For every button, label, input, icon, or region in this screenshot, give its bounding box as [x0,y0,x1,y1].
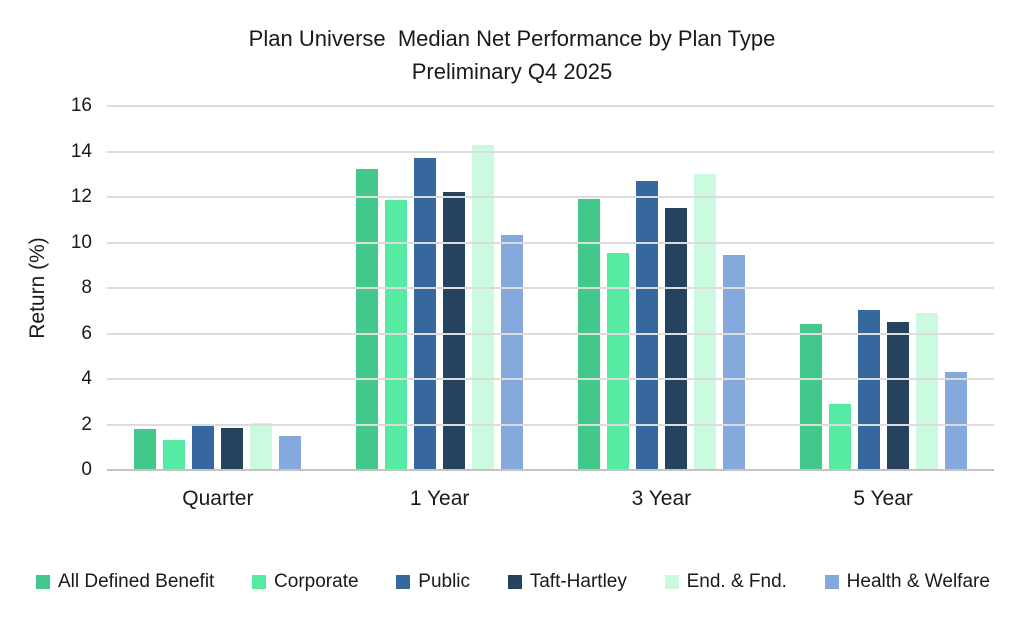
bar-public-5-year [857,309,880,470]
legend-swatch-taft-hartley [507,575,522,589]
gridline [107,423,994,426]
bar-all-defined-benefit-quarter [134,429,157,470]
gridline [107,196,994,198]
bar-end-fnd-1-year [472,144,495,470]
gridline [107,105,994,107]
bar-all-defined-benefit-5-year [799,324,822,470]
bar-group-quarter [107,106,329,470]
gridline [107,332,994,335]
bar-end-fnd-5-year [915,313,938,470]
bar-taft-hartley-1-year [443,192,466,470]
legend-label: Corporate [274,571,359,592]
plot-area [107,105,994,471]
bar-group-5-year [772,106,994,470]
legend-item-taft-hartley: Taft-Hartley [507,571,627,593]
legend-label: Health & Welfare [846,571,990,592]
bar-taft-hartley-3-year [664,208,687,470]
y-tick-label: 14 [70,140,92,162]
legend-item-end-fnd: End. & Fnd. [664,571,787,593]
legend-label: Taft-Hartley [529,571,627,592]
gridline [107,150,994,153]
legend-item-health-welfare: Health & Welfare [824,571,990,593]
x-axis-labels: Quarter 1 Year 3 Year 5 Year [107,487,994,511]
x-axis-label-3-year: 3 Year [631,487,692,510]
y-tick-label: 4 [81,368,92,389]
y-tick-label: 10 [70,231,92,253]
bar-corporate-quarter [163,440,186,470]
bar-taft-hartley-5-year [886,322,909,470]
x-axis-line [107,469,994,471]
bar-public-quarter [192,425,215,470]
gridline [107,287,994,289]
bar-corporate-1-year [385,200,408,470]
y-tick-label: 2 [81,413,92,435]
gridline [107,378,994,380]
chart-title-block: Plan Universe Median Net Performance by … [0,22,1024,88]
bar-all-defined-benefit-1-year [356,168,379,470]
bar-health-welfare-quarter [279,435,302,470]
bar-public-1-year [414,158,437,470]
legend-item-all-defined-benefit: All Defined Benefit [36,571,214,593]
x-axis-label-5-year: 5 Year [853,487,913,510]
bar-group-1-year [329,106,551,470]
legend-item-public: Public [396,571,470,593]
chart-title: Plan Universe Median Net Performance by … [248,26,776,51]
x-axis-label-1-year: 1 Year [409,487,470,510]
bar-health-welfare-5-year [944,372,967,470]
y-tick-label: 0 [81,459,92,480]
legend-label: End. & Fnd. [686,571,787,592]
y-tick-label: 6 [81,322,92,344]
bar-corporate-5-year [828,404,851,470]
bar-corporate-3-year [606,252,629,470]
y-tick-label: 8 [81,277,92,298]
bar-groups [107,106,994,470]
gridline [107,241,994,244]
legend-label: All Defined Benefit [58,571,215,592]
chart-subtitle: Preliminary Q4 2025 [411,59,613,84]
legend-item-corporate: Corporate [252,571,359,593]
legend-label: Public [418,571,471,592]
bar-taft-hartley-quarter [221,427,244,470]
bar-public-3-year [635,181,658,470]
x-axis-label-quarter: Quarter [182,487,254,510]
bar-all-defined-benefit-3-year [577,199,600,470]
y-tick-label: 12 [70,186,92,207]
y-tick-label: 16 [70,95,92,116]
legend-swatch-corporate [252,575,267,589]
bar-end-fnd-quarter [250,423,273,470]
legend-swatch-health-welfare [824,575,839,589]
bar-group-3-year [551,106,773,470]
bar-health-welfare-3-year [722,255,745,470]
bar-health-welfare-1-year [501,234,524,470]
legend-swatch-end-fnd [664,575,679,589]
bar-end-fnd-3-year [693,174,716,470]
legend-swatch-public [396,575,411,589]
legend-swatch-all-defined-benefit [36,575,50,589]
legend: All Defined Benefit Corporate Public Taft-H… [36,571,990,593]
y-axis-ticks: 0 2 4 6 8 10 12 14 16 [0,95,92,480]
